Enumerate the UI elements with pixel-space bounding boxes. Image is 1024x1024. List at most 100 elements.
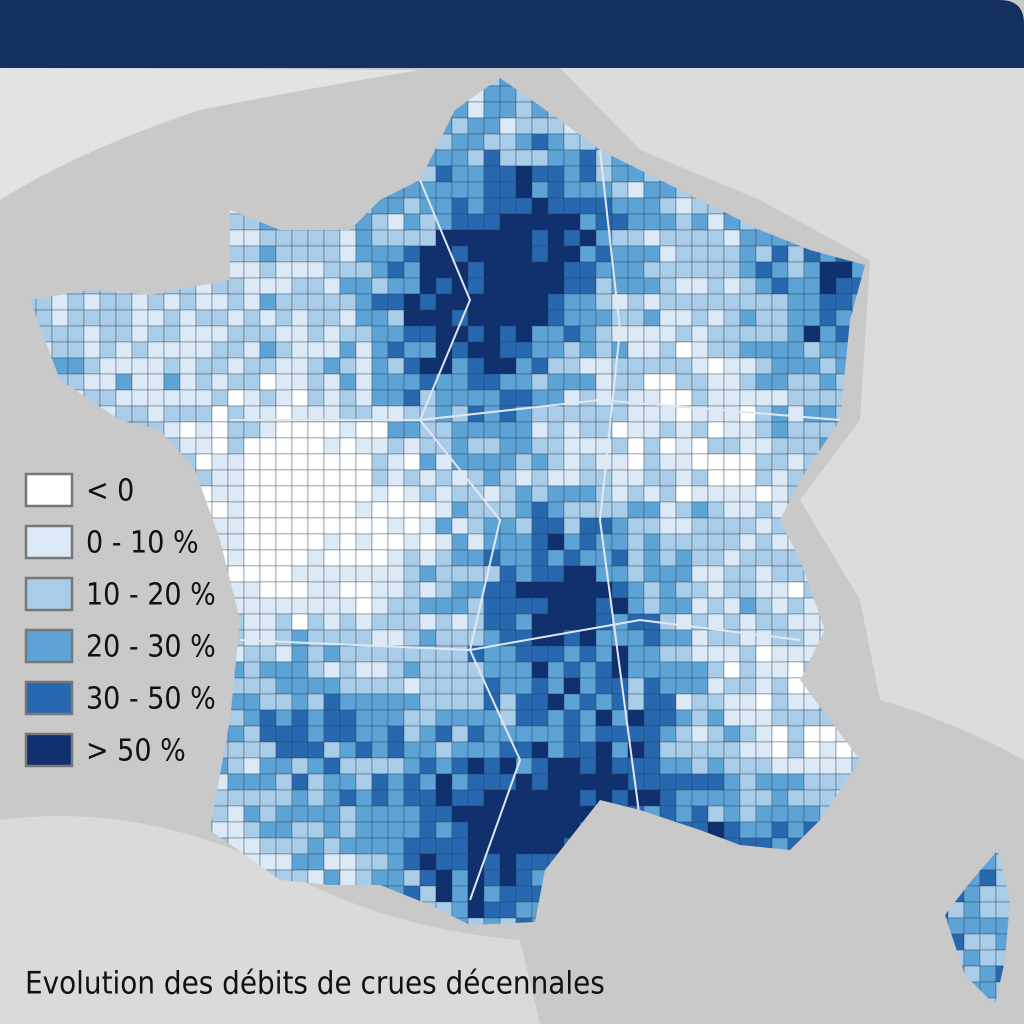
map-cell — [387, 197, 405, 215]
map-cell — [643, 757, 661, 775]
map-cell — [787, 645, 805, 663]
map-cell — [787, 245, 805, 263]
map-cell — [243, 453, 261, 471]
map-cell — [803, 325, 821, 343]
map-cell — [291, 693, 309, 711]
map-cell — [227, 277, 245, 295]
map-cell — [515, 837, 533, 855]
map-cell — [627, 565, 645, 583]
map-cell — [675, 277, 693, 295]
map-cell — [531, 821, 549, 839]
map-cell — [547, 309, 565, 327]
map-cell — [787, 773, 805, 791]
map-cell — [659, 533, 677, 551]
map-cell — [739, 693, 757, 711]
map-cell — [435, 325, 453, 343]
map-cell — [627, 325, 645, 343]
map-cell — [499, 437, 517, 455]
map-cell — [419, 629, 437, 647]
map-cell — [355, 837, 373, 855]
map-cell — [595, 757, 613, 775]
map-cell — [419, 389, 437, 407]
map-cell — [643, 533, 661, 551]
map-cell — [659, 789, 677, 807]
map-cell — [355, 229, 373, 247]
map-cell — [563, 245, 581, 263]
map-cell — [787, 709, 805, 727]
map-cell — [499, 421, 517, 439]
map-cell — [403, 613, 421, 631]
map-cell — [323, 293, 341, 311]
map-cell — [371, 741, 389, 759]
map-cell — [403, 309, 421, 327]
map-cell — [675, 469, 693, 487]
map-cell — [771, 245, 789, 263]
map-cell — [707, 469, 725, 487]
map-cell — [755, 645, 773, 663]
map-cell — [659, 309, 677, 327]
map-cell — [451, 741, 469, 759]
map-cell — [803, 741, 821, 759]
map-cell — [963, 917, 981, 935]
map-cell — [723, 581, 741, 599]
map-cell — [803, 357, 821, 375]
map-cell — [675, 373, 693, 391]
map-cell — [403, 757, 421, 775]
map-cell — [611, 485, 629, 503]
map-cell — [435, 709, 453, 727]
map-cell — [387, 549, 405, 567]
map-cell — [323, 341, 341, 359]
map-cell — [499, 821, 517, 839]
map-cell — [483, 101, 501, 119]
map-cell — [563, 693, 581, 711]
map-cell — [611, 533, 629, 551]
map-cell — [787, 757, 805, 775]
map-cell — [483, 293, 501, 311]
map-cell — [323, 661, 341, 679]
map-cell — [499, 453, 517, 471]
map-cell — [659, 645, 677, 663]
map-cell — [691, 325, 709, 343]
map-cell — [771, 613, 789, 631]
map-cell — [547, 517, 565, 535]
map-cell — [307, 821, 325, 839]
map-cell — [707, 805, 725, 823]
map-cell — [563, 357, 581, 375]
map-cell — [627, 629, 645, 647]
map-cell — [723, 437, 741, 455]
map-cell — [563, 197, 581, 215]
map-cell — [195, 293, 213, 311]
map-cell — [339, 325, 357, 343]
map-cell — [595, 437, 613, 455]
map-cell — [275, 277, 293, 295]
map-cell — [531, 149, 549, 167]
map-cell — [563, 757, 581, 775]
map-cell — [323, 645, 341, 663]
map-cell — [355, 693, 373, 711]
map-cell — [499, 581, 517, 599]
map-cell — [435, 469, 453, 487]
map-cell — [515, 277, 533, 295]
map-cell — [227, 469, 245, 487]
map-cell — [755, 373, 773, 391]
map-cell — [435, 389, 453, 407]
map-cell — [707, 485, 725, 503]
map-cell — [659, 197, 677, 215]
map-cell — [771, 741, 789, 759]
map-cell — [451, 709, 469, 727]
map-cell — [547, 405, 565, 423]
map-cell — [99, 341, 117, 359]
map-cell — [259, 805, 277, 823]
map-cell — [419, 821, 437, 839]
map-cell — [547, 165, 565, 183]
map-cell — [403, 661, 421, 679]
map-cell — [547, 197, 565, 215]
map-cell — [723, 469, 741, 487]
map-cell — [259, 421, 277, 439]
map-cell — [723, 613, 741, 631]
map-cell — [515, 213, 533, 231]
map-cell — [771, 325, 789, 343]
map-cell — [547, 277, 565, 295]
map-cell — [643, 469, 661, 487]
map-cell — [163, 405, 181, 423]
